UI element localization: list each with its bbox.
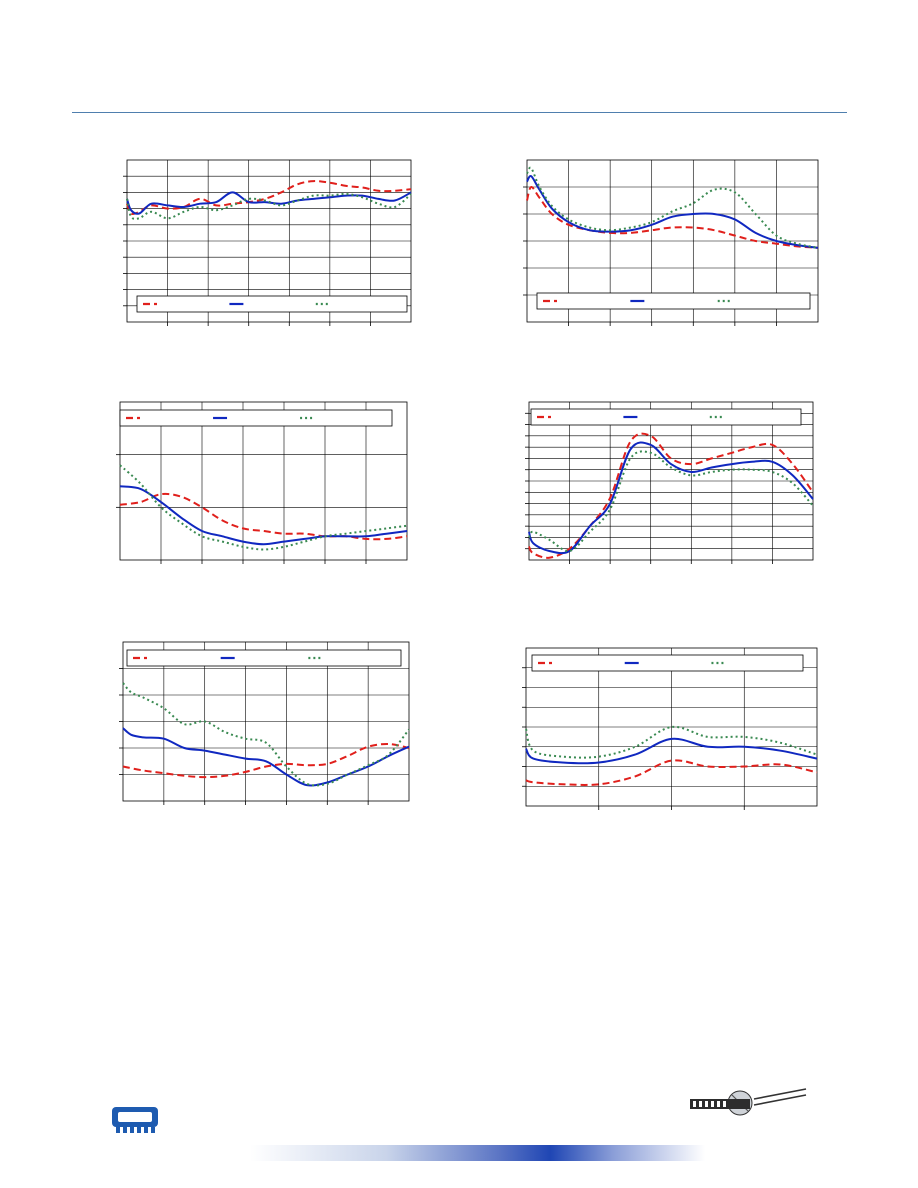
series-line-1	[126, 180, 412, 215]
series-line-3	[122, 682, 410, 787]
legend-box	[126, 649, 402, 667]
legend-box	[530, 408, 802, 426]
series-line-3	[119, 464, 408, 551]
legend-box	[531, 654, 804, 672]
series-line-2	[122, 727, 410, 787]
series-line-2	[119, 485, 408, 546]
chart-6	[522, 647, 818, 810]
chart-5	[119, 641, 410, 805]
chart-3	[116, 401, 408, 564]
footer-gradient-bar	[250, 1145, 705, 1161]
plot-area	[119, 401, 408, 561]
brand-logo-icon	[690, 1088, 807, 1116]
legend-box	[136, 295, 408, 313]
header-rule	[72, 112, 847, 113]
series-line-2	[525, 737, 818, 765]
chart-1	[123, 159, 412, 326]
series-line-1	[528, 432, 814, 559]
series-line-1	[119, 492, 408, 541]
series-line-2	[126, 191, 412, 215]
chart-4	[525, 401, 814, 564]
chip-icon	[112, 1107, 158, 1133]
series-line-3	[525, 725, 818, 759]
series-line-2	[528, 441, 814, 555]
legend-box	[119, 409, 393, 427]
chart-2	[523, 159, 819, 326]
series-line-2	[526, 174, 819, 249]
legend-box	[536, 292, 811, 310]
series-line-1	[526, 186, 819, 249]
series-line-1	[122, 742, 410, 779]
